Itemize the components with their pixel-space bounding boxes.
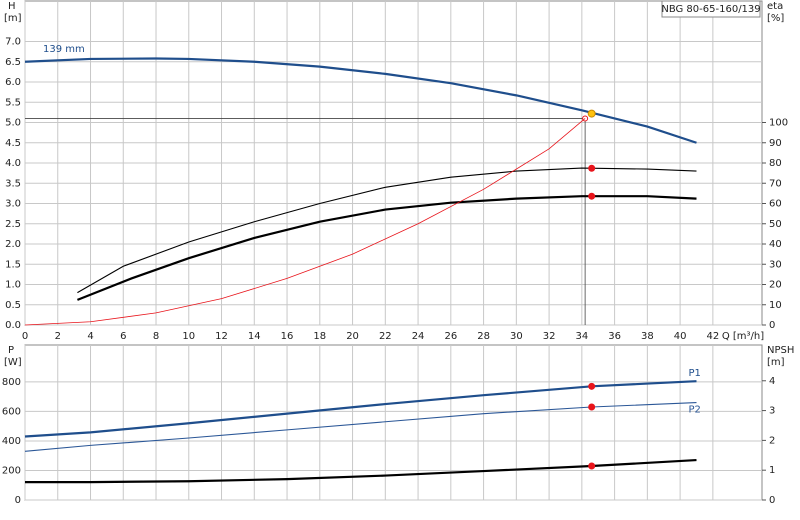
y2-tick-label: 0 [769,495,775,506]
y2-axis-label: eta [767,1,783,12]
y-tick-label: 1.5 [5,259,21,270]
x-axis-label: Q [m³/h] [722,331,764,342]
y2-tick-label: 70 [769,178,782,189]
y2-axis-unit: [%] [767,13,784,24]
duty-point [588,462,596,470]
x-tick-label: 20 [346,331,359,342]
series-line [25,458,697,484]
series-label: 139 mm [43,44,85,55]
x-tick-label: 8 [153,331,159,342]
x-tick-label: 34 [575,331,588,342]
y2-tick-label: 90 [769,138,782,149]
duty-point [588,164,596,172]
series-line [24,57,697,144]
y-axis-label: H [8,1,16,12]
y-tick-label: 2.5 [5,219,21,230]
y-tick-label: 6.0 [5,77,21,88]
y2-tick-label: 3 [769,406,775,417]
chart-title: NBG 80-65-160/139 [661,4,760,15]
duty-point [588,382,596,390]
x-tick-label: 4 [87,331,93,342]
x-tick-label: 30 [510,331,523,342]
x-tick-label: 24 [412,331,425,342]
y-tick-label: 600 [2,406,21,417]
x-tick-label: 32 [543,331,556,342]
series-line [77,167,697,294]
x-tick-label: 6 [120,331,126,342]
y-tick-label: 2.0 [5,239,21,250]
y2-tick-label: 30 [769,259,782,270]
y-tick-label: 0.0 [5,320,21,331]
series-line [24,380,697,438]
x-tick-label: 22 [379,331,392,342]
y-tick-label: 0.5 [5,300,21,311]
y2-axis-label: NPSH [767,345,794,356]
y2-tick-label: 1 [769,465,775,476]
x-tick-label: 38 [641,331,654,342]
series-line [77,195,697,301]
y2-tick-label: 4 [769,376,775,387]
x-tick-label: 16 [281,331,294,342]
y-tick-label: 4.5 [5,138,21,149]
y-tick-label: 400 [2,436,21,447]
series-line [24,118,586,326]
y-tick-label: 800 [2,377,21,388]
x-tick-label: 28 [477,331,490,342]
y2-tick-label: 100 [769,118,788,129]
y-tick-label: 200 [2,465,21,476]
y-tick-label: 5.5 [5,97,21,108]
series-line [24,402,697,452]
y-tick-label: 3.0 [5,199,21,210]
x-tick-label: 26 [444,331,457,342]
duty-point [587,109,596,118]
y2-tick-label: 10 [769,300,782,311]
y-tick-label: 0 [15,495,21,506]
y-tick-label: 6.5 [5,57,21,68]
y-axis-label: P [8,345,14,356]
y2-axis-unit: [m] [767,357,785,368]
x-tick-label: 10 [182,331,195,342]
x-tick-label: 12 [215,331,228,342]
x-tick-label: 14 [248,331,261,342]
x-tick-label: 42 [706,331,719,342]
title-box [661,0,761,18]
y2-tick-label: 40 [769,239,782,250]
x-tick-label: 40 [674,331,687,342]
y2-tick-label: 50 [769,219,782,230]
y-axis-unit: [W] [4,357,22,368]
x-tick-label: 18 [313,331,326,342]
y-tick-label: 4.0 [5,158,21,169]
duty-point [588,192,596,200]
y-axis-unit: [m] [4,13,22,24]
x-tick-label: 36 [608,331,621,342]
duty-point [588,403,596,411]
x-tick-label: 0 [22,331,28,342]
series-label: P2 [688,405,700,416]
y-tick-label: 7.0 [5,37,21,48]
y2-tick-label: 2 [769,435,775,446]
y-tick-label: 1.0 [5,280,21,291]
y2-tick-label: 80 [769,158,782,169]
y2-tick-label: 60 [769,199,782,210]
x-tick-label: 2 [55,331,61,342]
series-label: P1 [688,368,700,379]
y-tick-label: 5.0 [5,118,21,129]
y2-tick-label: 20 [769,280,782,291]
y-tick-label: 3.5 [5,178,21,189]
plot-frame [24,344,763,501]
y2-tick-label: 0 [769,320,775,331]
